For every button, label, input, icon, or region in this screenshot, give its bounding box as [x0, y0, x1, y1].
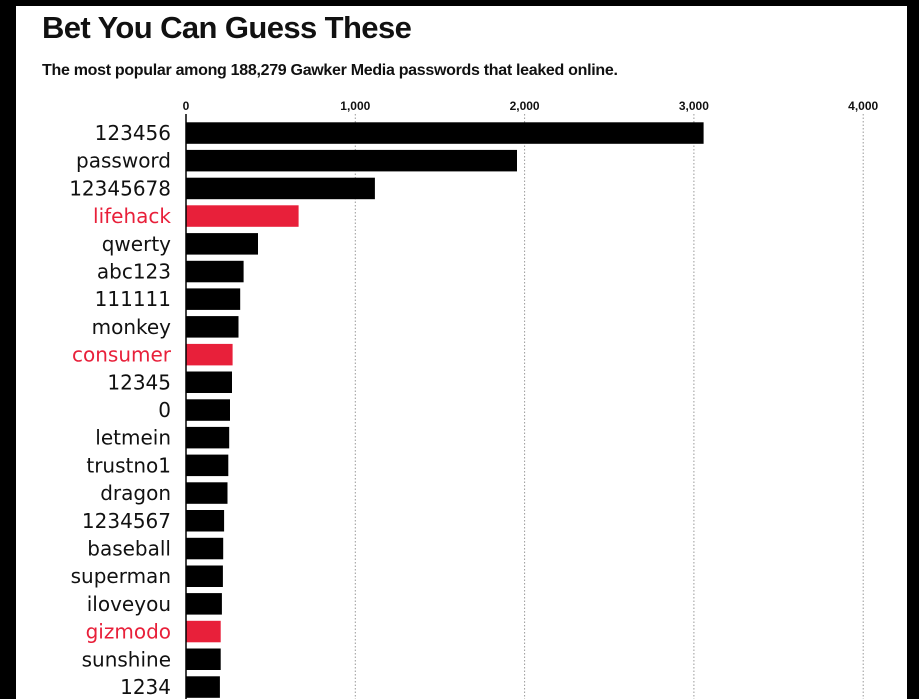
category-label: iloveyou	[87, 592, 171, 616]
x-tick-label: 2,000	[510, 99, 540, 113]
bar	[186, 426, 230, 449]
category-label: superman	[71, 564, 171, 588]
bar	[186, 482, 228, 504]
chart-subtitle: The most popular among 188,279 Gawker Me…	[42, 62, 618, 79]
bar	[186, 343, 233, 366]
bar	[186, 316, 239, 338]
bar	[186, 565, 223, 587]
category-label: lifehack	[93, 204, 171, 228]
category-label: 1234	[120, 675, 171, 699]
category-label: 1234567	[82, 509, 171, 533]
bar	[186, 510, 225, 532]
bar	[186, 399, 230, 421]
bar	[186, 371, 232, 393]
category-label: qwerty	[102, 232, 171, 256]
category-label: 12345678	[69, 176, 171, 200]
category-label: gizmodo	[86, 620, 171, 644]
category-label: monkey	[92, 315, 172, 339]
category-label: 0	[158, 398, 171, 422]
bar-chart: 0 1,000 2,000 3,000 4,000 123456 password 12345…	[69, 99, 879, 699]
bar	[186, 122, 704, 144]
bar	[186, 620, 221, 643]
bar	[186, 537, 224, 560]
x-tick-label: 1,000	[340, 99, 370, 113]
bar	[186, 288, 241, 310]
bar	[186, 648, 221, 670]
category-label: abc123	[97, 260, 171, 284]
x-tick-label: 4,000	[848, 99, 878, 113]
bar	[186, 205, 299, 227]
bar	[186, 233, 258, 255]
bar	[186, 260, 244, 283]
chart-panel: Bet You Can Guess These The most popular…	[16, 6, 907, 699]
x-tick-label: 3,000	[679, 99, 709, 113]
bar	[186, 676, 220, 698]
bar	[186, 177, 375, 200]
category-label: baseball	[87, 537, 171, 561]
category-label: sunshine	[82, 647, 171, 671]
bar	[186, 454, 229, 477]
bar	[186, 593, 222, 615]
category-label: 111111	[95, 287, 171, 311]
category-label: password	[76, 149, 171, 173]
category-label: trustno1	[86, 453, 171, 477]
category-label: 123456	[95, 121, 171, 145]
bar	[186, 149, 517, 172]
category-label: letmein	[95, 426, 171, 450]
x-tick-label: 0	[183, 99, 190, 113]
category-label: consumer	[72, 343, 172, 367]
chart-title: Bet You Can Guess These	[42, 10, 412, 45]
category-label: dragon	[100, 481, 171, 505]
category-label: 12345	[107, 370, 171, 394]
